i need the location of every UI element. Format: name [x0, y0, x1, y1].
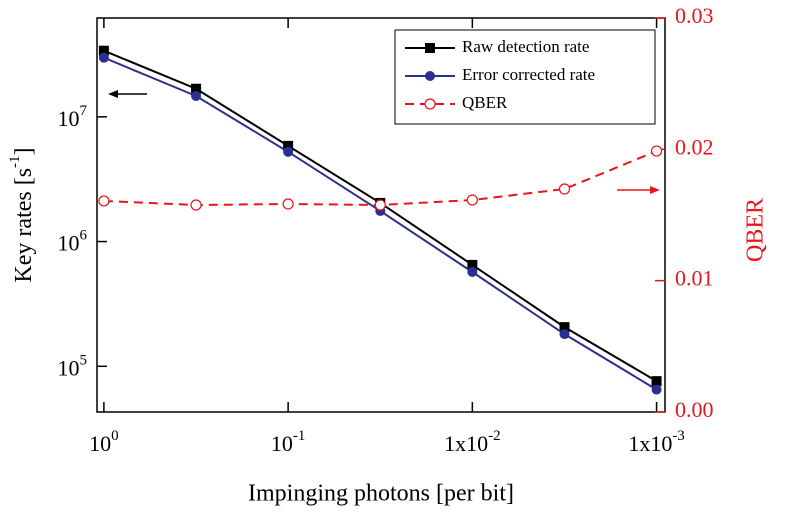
marker	[98, 45, 109, 56]
y-title-sup: -1	[7, 155, 23, 168]
marker	[651, 384, 662, 395]
tick-base: 10	[271, 431, 293, 456]
tick-label: 105	[58, 353, 88, 381]
legend-label: Error corrected rate	[462, 65, 595, 84]
marker	[283, 140, 294, 151]
marker	[650, 145, 663, 157]
marker	[558, 183, 571, 195]
x-axis-title: Impinging photons [per bit]	[248, 481, 514, 507]
legend-label: Raw detection rate	[462, 37, 589, 56]
tick-label: 100	[89, 428, 119, 456]
arrow-head	[108, 90, 118, 98]
tick-power: 7	[80, 103, 88, 119]
marker	[98, 52, 109, 63]
y2-tick-label: 0.00	[675, 397, 714, 422]
tick-base: 1x10	[444, 431, 488, 456]
marker	[467, 267, 478, 278]
marker	[282, 198, 294, 210]
marker	[374, 199, 386, 211]
marker	[190, 199, 202, 211]
tick-base: 10	[89, 431, 111, 456]
marker	[98, 195, 110, 207]
marker	[559, 329, 570, 340]
series-line	[103, 150, 657, 207]
plot-frame	[96, 17, 666, 413]
tick-label: 106	[58, 228, 88, 256]
tick-power: -1	[293, 428, 306, 444]
tick-label: 1x10-3	[628, 428, 685, 456]
marker	[191, 83, 202, 94]
tick-base: 1x10	[628, 431, 672, 456]
arrow-head	[650, 186, 660, 194]
marker	[466, 194, 478, 206]
tick-power: 0	[111, 428, 119, 444]
marker	[651, 376, 662, 387]
tick-power: -2	[488, 428, 501, 444]
y2-tick-label: 0.03	[675, 3, 714, 28]
y2-axis-title: QBER	[743, 198, 769, 262]
marker	[283, 146, 294, 157]
marker	[191, 90, 202, 101]
marker	[425, 43, 435, 53]
tick-power: 6	[80, 228, 88, 244]
tick-label: 107	[58, 103, 88, 131]
y-title-end: ]	[11, 147, 37, 155]
y2-tick-label: 0.02	[675, 134, 714, 159]
marker	[424, 98, 436, 110]
marker	[425, 71, 435, 81]
tick-base: 10	[58, 231, 80, 256]
tick-label: 1x10-2	[444, 428, 501, 456]
tick-label: 10-1	[271, 428, 306, 456]
tick-base: 10	[58, 106, 80, 131]
y-axis-title: Key rates [s-1]	[7, 147, 36, 282]
legend-label: QBER	[462, 93, 508, 112]
tick-power: -3	[672, 428, 685, 444]
tick-base: 10	[58, 355, 80, 380]
marker	[467, 259, 478, 270]
tick-power: 5	[80, 353, 88, 369]
y-title-main: Key rates [s	[11, 168, 37, 283]
y2-tick-label: 0.01	[675, 266, 714, 291]
marker	[559, 322, 570, 333]
